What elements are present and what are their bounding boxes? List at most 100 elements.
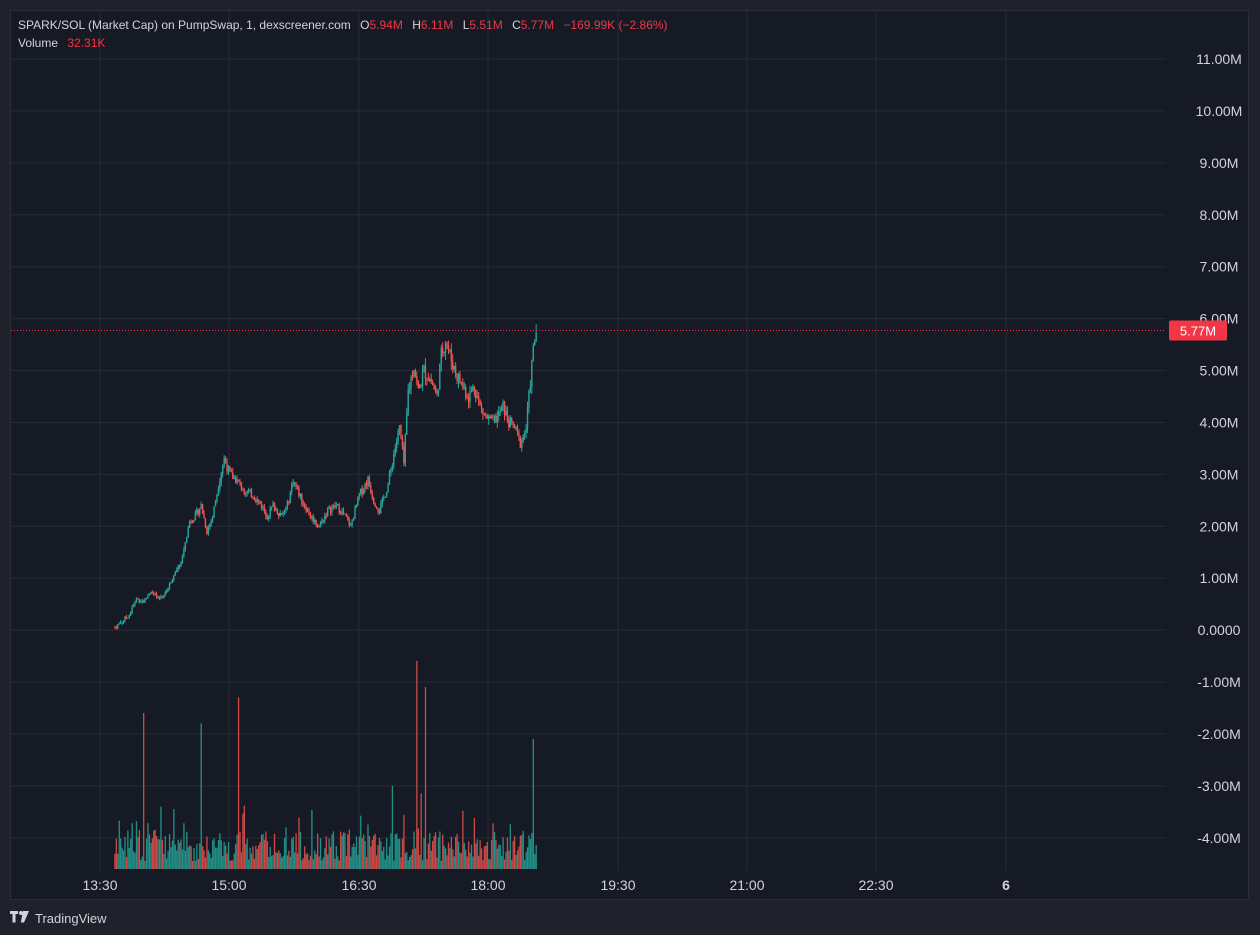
volume-bar bbox=[522, 831, 524, 869]
volume-bar bbox=[193, 848, 195, 869]
candle-body bbox=[519, 436, 522, 448]
volume-bar bbox=[370, 846, 372, 869]
candle-body bbox=[464, 387, 467, 397]
volume-bar bbox=[276, 852, 279, 869]
volume-bar bbox=[534, 853, 536, 869]
candle-body bbox=[421, 371, 424, 386]
candle-body bbox=[309, 515, 312, 518]
volume-bar bbox=[168, 833, 171, 869]
time-tick-label: 15:00 bbox=[211, 877, 246, 893]
candle-body bbox=[470, 390, 473, 392]
candle-body bbox=[184, 542, 187, 550]
volume-bar bbox=[472, 856, 474, 869]
candle-body bbox=[532, 345, 534, 361]
tradingview-logo[interactable]: TradingView bbox=[10, 910, 107, 926]
time-axis[interactable]: 13:30 15:00 16:30 18:00 19:30 21:00 22:30 6 bbox=[82, 877, 1010, 893]
candle-body bbox=[351, 520, 353, 525]
candle-body bbox=[302, 503, 304, 505]
candle-body bbox=[229, 466, 231, 472]
volume-bar bbox=[535, 845, 537, 869]
candle-body bbox=[407, 389, 409, 413]
candle-body bbox=[154, 593, 156, 595]
volume-bar bbox=[424, 687, 427, 869]
candle-body bbox=[295, 482, 297, 487]
volume-bar bbox=[355, 836, 358, 869]
volume-bar bbox=[270, 856, 273, 869]
high-label: H bbox=[412, 18, 421, 32]
chart-frame[interactable]: 11.00M 10.00M 9.00M 8.00M 7.00M 6.00M 5.00M 4.0… bbox=[10, 10, 1249, 900]
candle-body bbox=[255, 500, 257, 502]
volume-bar bbox=[164, 836, 166, 869]
volume-bar bbox=[171, 840, 174, 869]
volume-bar bbox=[525, 851, 527, 869]
volume-bar bbox=[256, 848, 258, 869]
candle-body bbox=[469, 391, 471, 402]
volume-bar bbox=[466, 856, 468, 869]
candle-body bbox=[183, 549, 185, 556]
candle-body bbox=[210, 520, 212, 524]
candle-body bbox=[122, 620, 125, 622]
candle-body bbox=[305, 507, 307, 512]
candle-body bbox=[196, 509, 198, 513]
volume-bar bbox=[397, 838, 399, 869]
candle-body bbox=[352, 518, 355, 521]
candle-body bbox=[318, 526, 320, 528]
volume-bar bbox=[406, 851, 408, 869]
volume-bar bbox=[334, 858, 336, 869]
open-label: O bbox=[360, 18, 370, 32]
volume-bar bbox=[482, 860, 484, 869]
candle-body bbox=[486, 415, 488, 419]
volume-bar bbox=[345, 855, 348, 869]
candle-body bbox=[476, 396, 478, 399]
volume-bar bbox=[383, 846, 385, 869]
chart-canvas[interactable]: 11.00M10.00M9.00M8.00M7.00M6.00M5.00M4.0… bbox=[11, 11, 1250, 901]
volume-bar bbox=[508, 850, 510, 869]
candle-body bbox=[460, 382, 463, 384]
candle-body bbox=[355, 504, 358, 508]
volume-bar bbox=[476, 839, 478, 869]
volume-bar bbox=[137, 837, 139, 869]
volume-bar bbox=[117, 853, 119, 869]
price-axis[interactable]: 11.00M10.00M9.00M8.00M7.00M6.00M5.00M4.0… bbox=[1196, 51, 1243, 846]
candle-body bbox=[477, 396, 480, 400]
candle-body bbox=[214, 501, 217, 507]
candle-body bbox=[499, 411, 501, 413]
candle-body bbox=[243, 489, 245, 495]
candle-body bbox=[211, 516, 214, 521]
candle-body bbox=[152, 592, 155, 594]
candle-body bbox=[449, 349, 451, 351]
candle-body bbox=[383, 497, 385, 499]
volume-bar bbox=[298, 817, 300, 869]
candle-body bbox=[496, 415, 499, 423]
volume-bar bbox=[426, 859, 428, 869]
candle-body bbox=[176, 570, 178, 572]
volume-bar bbox=[485, 845, 487, 869]
volume-bar bbox=[160, 806, 162, 869]
volume-bar bbox=[374, 833, 376, 869]
volume-bar bbox=[467, 841, 470, 869]
candle-body bbox=[311, 516, 313, 518]
volume-bar bbox=[301, 860, 303, 869]
volume-bar bbox=[390, 833, 392, 869]
candle-body bbox=[498, 411, 500, 416]
volume-bar bbox=[194, 860, 197, 869]
candle-body bbox=[219, 482, 221, 489]
symbol-title: SPARK/SOL (Market Cap) on PumpSwap, 1, d… bbox=[18, 18, 351, 32]
volume-bar bbox=[230, 860, 233, 869]
candle-body bbox=[316, 524, 319, 527]
candle-body bbox=[503, 401, 506, 416]
volume-bar bbox=[273, 833, 276, 869]
volume-bar bbox=[187, 847, 189, 869]
volume-bar bbox=[417, 828, 419, 869]
volume-bar bbox=[381, 851, 384, 869]
candle-body bbox=[535, 332, 537, 342]
candle-body bbox=[431, 381, 434, 385]
time-tick-label: 19:30 bbox=[600, 877, 635, 893]
volume-bar bbox=[134, 852, 136, 869]
volume-bar bbox=[296, 853, 299, 869]
candle-body bbox=[385, 492, 388, 497]
candle-body bbox=[263, 506, 266, 512]
candle-body bbox=[124, 616, 126, 621]
volume-bar bbox=[240, 852, 243, 869]
candle-body bbox=[335, 504, 337, 507]
